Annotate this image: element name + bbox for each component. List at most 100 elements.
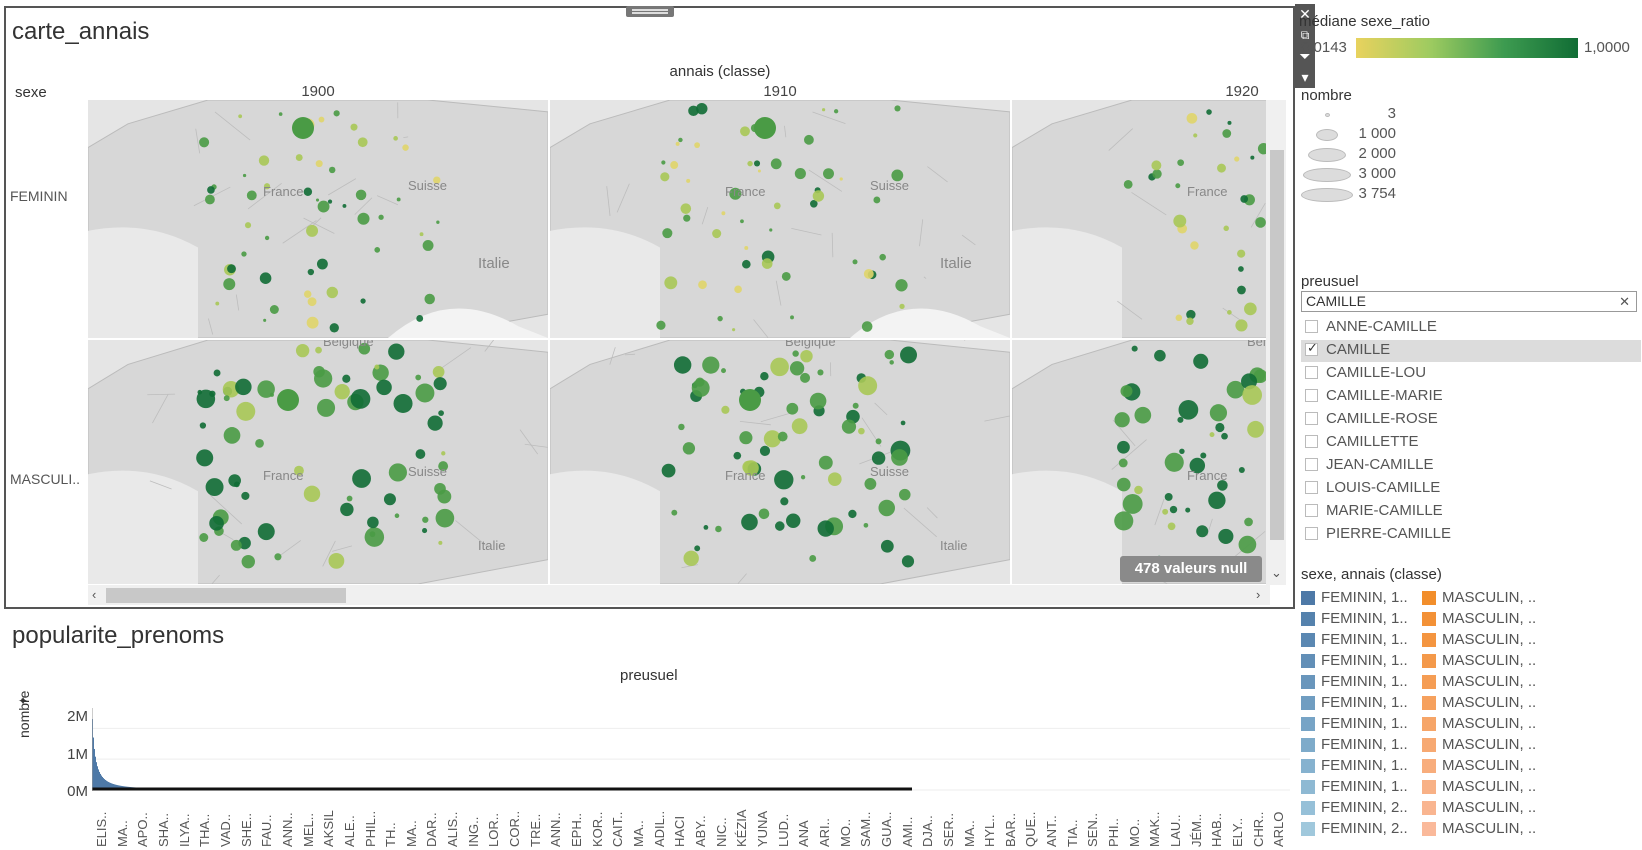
series-legend-item[interactable]: MASCULIN, ..: [1422, 672, 1540, 693]
bubble-mark: [213, 369, 221, 377]
filter-option[interactable]: CAMILLETTE: [1301, 432, 1641, 454]
checkbox[interactable]: [1305, 458, 1318, 471]
checkbox[interactable]: [1305, 320, 1318, 333]
clear-search-icon[interactable]: ✕: [1619, 294, 1630, 309]
series-legend-item[interactable]: MASCULIN, ..: [1422, 609, 1540, 630]
checkbox[interactable]: [1305, 527, 1318, 540]
vertical-scroll-thumb[interactable]: [1270, 150, 1284, 540]
scroll-down-arrow-icon[interactable]: ⌄: [1271, 565, 1282, 580]
series-legend-item[interactable]: MASCULIN, ..: [1422, 651, 1540, 672]
filter-option[interactable]: CAMILLE-MARIE: [1301, 386, 1641, 408]
close-icon[interactable]: ✕: [1299, 6, 1311, 22]
filter-option[interactable]: CAMILLE-ROSE: [1301, 409, 1641, 431]
filter-option[interactable]: PIERRE-CAMILLE: [1301, 524, 1641, 546]
region-border: [775, 280, 782, 306]
filter-option[interactable]: LOUIS-CAMILLE: [1301, 478, 1641, 500]
bubble-mark: [901, 555, 915, 568]
series-legend-item[interactable]: MASCULIN, ..: [1422, 693, 1540, 714]
legend-swatch: [1301, 780, 1315, 794]
series-legend-item[interactable]: FEMININ, 1..: [1301, 672, 1419, 693]
map-panel[interactable]: France Suisse Italie: [88, 100, 548, 338]
map-panel[interactable]: France Belgique: [1012, 340, 1266, 584]
bubble-mark: [357, 212, 370, 225]
filter-option[interactable]: ANNE-CAMILLE: [1301, 317, 1641, 339]
series-legend-item[interactable]: FEMININ, 1..: [1301, 588, 1419, 609]
series-legend-item[interactable]: MASCULIN, ..: [1422, 714, 1540, 735]
bubble-mark: [307, 268, 315, 276]
scroll-right-arrow-icon[interactable]: ›: [1256, 587, 1261, 602]
bubble-mark: [307, 297, 317, 307]
series-legend-item[interactable]: FEMININ, 1..: [1301, 630, 1419, 651]
checkbox[interactable]: [1305, 340, 1318, 356]
filter-option[interactable]: MARIE-CAMILLE: [1301, 501, 1641, 523]
bubble-mark: [683, 214, 691, 222]
bubble-mark: [1237, 249, 1246, 258]
bubble-mark: [317, 200, 330, 213]
bubble-mark: [744, 246, 749, 250]
filter-icon[interactable]: ⏷: [1299, 48, 1311, 64]
map-panel[interactable]: France: [1012, 100, 1266, 338]
bubble-mark: [1222, 129, 1232, 138]
bubble-mark: [234, 481, 240, 488]
drag-handle[interactable]: [626, 6, 674, 17]
bubble-mark: [702, 356, 720, 374]
series-legend-item[interactable]: FEMININ, 1..: [1301, 651, 1419, 672]
series-legend-item[interactable]: MASCULIN, ..: [1422, 819, 1540, 840]
checkbox[interactable]: [1305, 412, 1318, 425]
horizontal-scroll-thumb[interactable]: [106, 588, 346, 603]
filter-option[interactable]: CAMILLE-LOU: [1301, 363, 1641, 385]
checkbox[interactable]: [1305, 504, 1318, 517]
series-legend-item[interactable]: FEMININ, 1..: [1301, 693, 1419, 714]
series-legend-item[interactable]: FEMININ, 1..: [1301, 756, 1419, 777]
series-legend-item[interactable]: MASCULIN, ..: [1422, 735, 1540, 756]
filter-option[interactable]: JEAN-CAMILLE: [1301, 455, 1641, 477]
series-legend-item[interactable]: FEMININ, 2..: [1301, 798, 1419, 819]
bubble-mark: [315, 160, 323, 168]
checkbox[interactable]: [1305, 389, 1318, 402]
bubble-mark: [1114, 511, 1134, 531]
series-legend-item[interactable]: MASCULIN, ..: [1422, 630, 1540, 651]
checkbox[interactable]: [1305, 481, 1318, 494]
x-tick-label: ARI..: [816, 818, 832, 847]
map-panel[interactable]: France Suisse Italie Belgique: [88, 340, 548, 584]
series-legend-item[interactable]: MASCULIN, ..: [1422, 756, 1540, 777]
bubble-mark: [827, 472, 842, 486]
series-legend-item[interactable]: MASCULIN, ..: [1422, 777, 1540, 798]
bubble-mark: [880, 539, 894, 553]
region-border: [961, 234, 976, 246]
checkbox[interactable]: [1305, 435, 1318, 448]
x-tick-label: QUE..: [1023, 811, 1039, 847]
more-options-icon[interactable]: ▾: [1301, 69, 1309, 85]
pin-icon[interactable]: ✦: [18, 694, 29, 708]
bubble-mark: [199, 533, 209, 542]
null-values-badge[interactable]: 478 valeurs null: [1120, 556, 1262, 582]
series-legend-item[interactable]: MASCULIN, ..: [1422, 588, 1540, 609]
bubble-mark: [800, 349, 813, 363]
bar-mark: [101, 775, 102, 790]
series-legend-item[interactable]: MASCULIN, ..: [1422, 798, 1540, 819]
x-tick-label: DAR..: [424, 812, 440, 847]
popout-icon[interactable]: ⧉: [1300, 28, 1310, 42]
series-legend-item[interactable]: FEMININ, 1..: [1301, 777, 1419, 798]
bubble-mark: [303, 485, 321, 503]
series-legend-item[interactable]: FEMININ, 1..: [1301, 609, 1419, 630]
bubble-mark: [833, 109, 839, 114]
region-border: [195, 128, 201, 154]
map-panel[interactable]: France Suisse Italie Belgique: [550, 340, 1010, 584]
series-legend-item[interactable]: FEMININ, 1..: [1301, 714, 1419, 735]
series-legend-item[interactable]: FEMININ, 2..: [1301, 819, 1419, 840]
horizontal-scrollbar[interactable]: [88, 585, 1270, 605]
bar-mark: [112, 783, 113, 790]
scroll-left-arrow-icon[interactable]: ‹: [92, 587, 97, 602]
bubble-mark: [1223, 225, 1229, 232]
filter-search-input[interactable]: CAMILLE ✕: [1301, 291, 1637, 312]
checkbox[interactable]: [1305, 366, 1318, 379]
legend-swatch: [1301, 696, 1315, 710]
filter-option[interactable]: CAMILLE: [1301, 340, 1641, 362]
bubble-mark: [680, 203, 692, 214]
bar-mark: [105, 779, 106, 790]
map-panel[interactable]: France Suisse Italie: [550, 100, 1010, 338]
series-legend-item[interactable]: FEMININ, 1..: [1301, 735, 1419, 756]
bubble-mark: [1234, 156, 1240, 162]
bubble-mark: [378, 214, 384, 220]
